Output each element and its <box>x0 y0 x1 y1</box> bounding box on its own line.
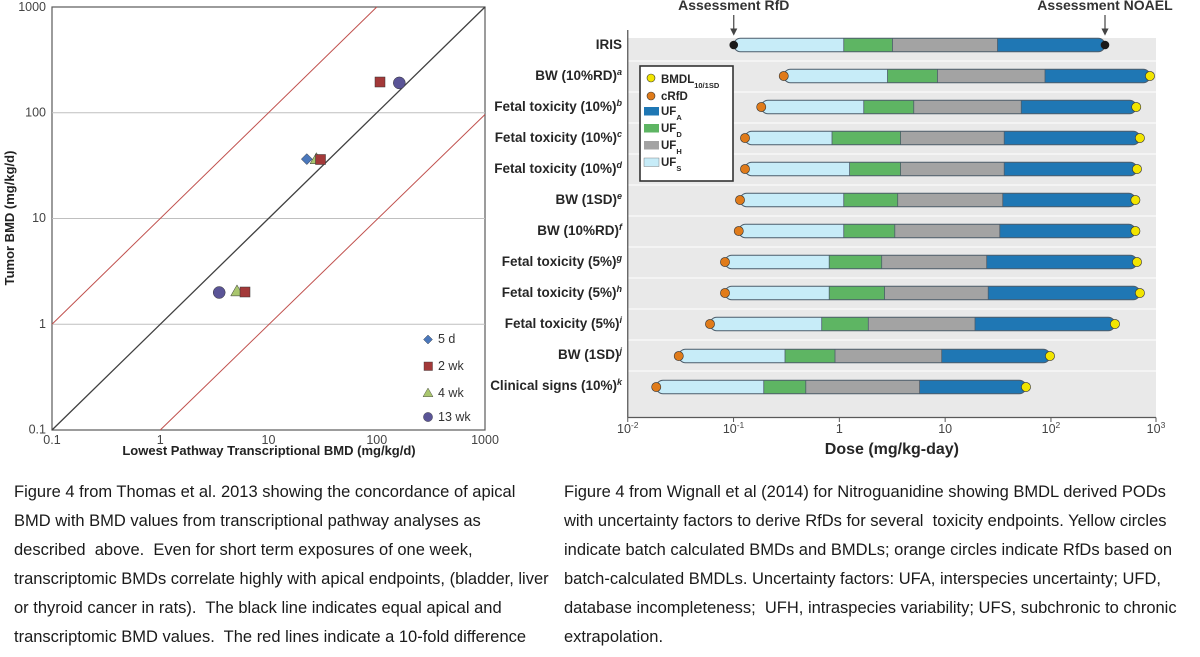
svg-text:5 d: 5 d <box>438 332 455 346</box>
svg-text:Fetal toxicity (5%)g: Fetal toxicity (5%)g <box>502 253 623 269</box>
svg-text:1000: 1000 <box>18 0 46 14</box>
svg-text:10-1: 10-1 <box>723 420 745 436</box>
svg-text:10: 10 <box>938 422 952 436</box>
svg-text:100: 100 <box>25 106 46 120</box>
svg-text:0.1: 0.1 <box>43 433 60 447</box>
svg-text:BW (10%RD)a: BW (10%RD)a <box>535 67 622 83</box>
svg-text:Dose (mg/kg-day): Dose (mg/kg-day) <box>825 441 959 458</box>
svg-text:BW (1SD)e: BW (1SD)e <box>555 191 622 207</box>
svg-text:Assessment NOAEL: Assessment NOAEL <box>1037 0 1173 13</box>
svg-text:4 wk: 4 wk <box>438 386 464 400</box>
svg-text:Fetal toxicity (10%)d: Fetal toxicity (10%)d <box>494 160 622 176</box>
svg-text:10: 10 <box>32 211 46 225</box>
svg-text:103: 103 <box>1147 420 1166 436</box>
svg-text:Fetal toxicity (5%)i: Fetal toxicity (5%)i <box>505 315 623 331</box>
svg-text:13 wk: 13 wk <box>438 410 471 424</box>
svg-text:Tumor BMD (mg/kg/d): Tumor BMD (mg/kg/d) <box>2 151 17 286</box>
svg-text:10-2: 10-2 <box>617 420 639 436</box>
svg-text:Fetal toxicity (10%)c: Fetal toxicity (10%)c <box>495 129 622 145</box>
svg-text:Lowest Pathway Transcriptional: Lowest Pathway Transcriptional BMD (mg/k… <box>122 443 415 458</box>
svg-text:BW (1SD)j: BW (1SD)j <box>558 346 623 362</box>
svg-text:Assessment RfD: Assessment RfD <box>678 0 789 13</box>
svg-text:102: 102 <box>1042 420 1061 436</box>
svg-text:IRIS: IRIS <box>596 37 622 52</box>
svg-text:cRfD: cRfD <box>661 91 688 103</box>
svg-text:Fetal toxicity (10%)b: Fetal toxicity (10%)b <box>494 98 622 114</box>
svg-text:1000: 1000 <box>471 433 499 447</box>
svg-text:2 wk: 2 wk <box>438 359 464 373</box>
svg-text:1: 1 <box>836 422 843 436</box>
svg-text:Clinical signs (10%)k: Clinical signs (10%)k <box>490 377 623 393</box>
svg-text:1: 1 <box>39 317 46 331</box>
svg-text:Fetal toxicity (5%)h: Fetal toxicity (5%)h <box>502 284 623 300</box>
svg-text:BW (10%RD)f: BW (10%RD)f <box>537 222 623 238</box>
